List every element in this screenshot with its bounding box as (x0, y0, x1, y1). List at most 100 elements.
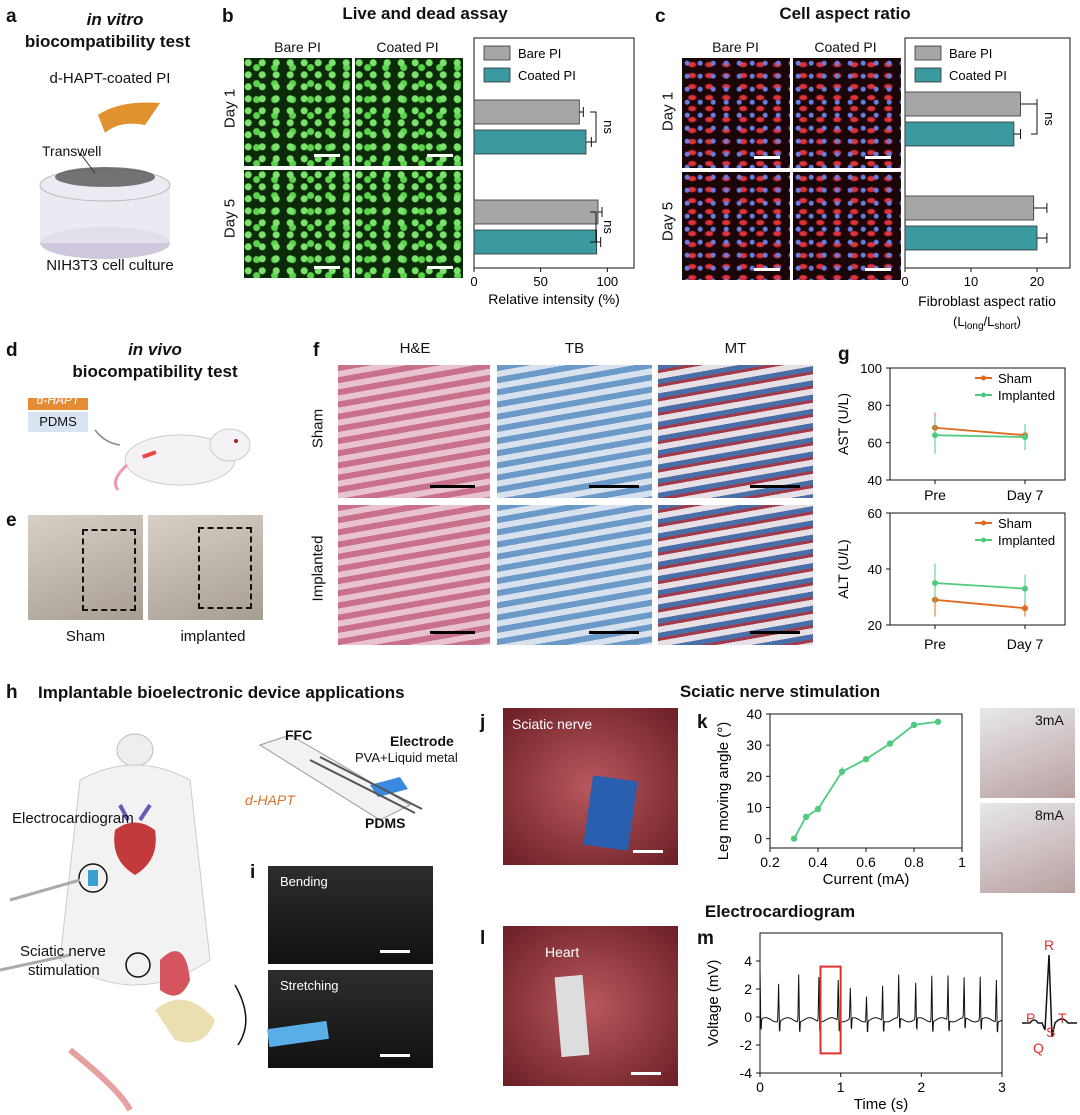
c-col-bare: Bare PI (683, 39, 788, 55)
e-photo-implanted (148, 515, 263, 620)
y-axis-label: ALT (U/L) (835, 539, 851, 598)
panel-label-l: l (480, 928, 485, 950)
y-axis-label: Voltage (mV) (705, 960, 722, 1047)
x-tick-label: 1 (837, 1079, 845, 1095)
plot-frame (890, 513, 1065, 625)
panel-h-title: Implantable bioelectronic device applica… (38, 683, 405, 703)
panel-d-title: biocompatibility test (50, 362, 260, 382)
panel-label-j: j (480, 712, 485, 734)
panel-label-b: b (222, 6, 234, 28)
y-tick-label: 20 (746, 768, 762, 784)
panel-label-e: e (6, 510, 17, 532)
x-tick-label: Pre (924, 636, 946, 652)
x-tick-label: 3 (998, 1079, 1006, 1095)
panel-label-f: f (313, 340, 319, 362)
transwell-label: Transwell (42, 143, 101, 159)
data-point-implanted (1022, 434, 1028, 440)
x-tick-label: 100 (596, 274, 618, 289)
rat-device-illustration (10, 730, 270, 1110)
legend-marker-1 (981, 538, 986, 543)
bar-day5-1 (474, 230, 597, 254)
l-annotation: Heart (545, 944, 579, 960)
c-image-bare-day1 (682, 58, 790, 168)
data-point-implanted (932, 432, 938, 438)
f-image-mt-sham (658, 365, 813, 498)
e-caption-implanted: implanted (148, 628, 278, 645)
h-pdms-label: PDMS (365, 815, 405, 831)
data-point (839, 768, 845, 774)
y-tick-label: 0 (754, 831, 762, 847)
series-line-sham (935, 428, 1025, 435)
bar-day1-1 (474, 130, 586, 154)
b-col-bare: Bare PI (245, 39, 350, 55)
panel-a-title-italic: in vitro (20, 10, 210, 30)
panel-c-title: Cell aspect ratio (720, 4, 970, 24)
f-col-he: H&E (340, 340, 490, 357)
plot-frame (770, 714, 962, 848)
bar-day1-0 (905, 92, 1021, 116)
panel-label-i: i (250, 862, 255, 884)
y-tick-label: 60 (868, 506, 882, 521)
bar-day5-0 (905, 196, 1034, 220)
x-tick-label: 2 (917, 1079, 925, 1095)
x-tick-label: 0 (756, 1079, 764, 1095)
x-tick-label: 0 (470, 274, 477, 289)
ecg-label-q: Q (1033, 1040, 1044, 1056)
legend-label-0: Sham (998, 371, 1032, 386)
legend-label-1: Implanted (998, 533, 1055, 548)
x-tick-label: 50 (533, 274, 547, 289)
x-tick-label: 0.2 (760, 854, 780, 870)
f-col-tb: TB (497, 340, 652, 357)
legend-label-1: Coated PI (949, 68, 1007, 83)
chart-c: Bare PICoated PIns0 10 20Fibroblast aspect… (905, 36, 1075, 331)
chart-m: 0 1 2 3 -4 -2 0 2 4 Time (s) Voltage (mV) (700, 925, 1020, 1115)
f-image-he-sham (338, 365, 490, 498)
x-tick-label: 10 (964, 274, 978, 289)
c-image-coated-day1 (793, 58, 901, 168)
x-tick-label: 0.8 (904, 854, 924, 870)
data-point (791, 835, 797, 841)
data-point (803, 814, 809, 820)
legend-swatch-0 (915, 46, 941, 60)
f-image-tb-sham (497, 365, 652, 498)
y-tick-label: -4 (740, 1065, 753, 1081)
h-ffc-label: FFC (285, 727, 312, 743)
legend-marker-0 (981, 521, 986, 526)
b-col-coated: Coated PI (355, 39, 460, 55)
legend-label-0: Bare PI (949, 46, 992, 61)
ecg-label-s: S (1046, 1024, 1055, 1040)
i-stretching-label: Stretching (280, 978, 339, 993)
y-tick-label: 10 (746, 799, 762, 815)
sig-bracket (1031, 104, 1037, 134)
data-point-implanted (1022, 586, 1028, 592)
l-photo (503, 926, 678, 1086)
x-axis-label: Relative intensity (%) (488, 291, 620, 307)
x-axis-label: Time (s) (854, 1096, 908, 1113)
c-image-coated-day5 (793, 172, 901, 280)
b-row-day1: Day 1 (222, 79, 239, 139)
data-point (863, 756, 869, 762)
f-image-mt-implanted (658, 505, 813, 645)
y-tick-label: 0 (744, 1009, 752, 1025)
x-tick-label: Pre (924, 487, 946, 503)
data-point-implanted (932, 580, 938, 586)
y-tick-label: 40 (746, 706, 762, 722)
legend-label-0: Bare PI (518, 46, 561, 61)
h-electrode-sub: PVA+Liquid metal (355, 750, 458, 765)
b-image-coated-day5 (355, 170, 463, 278)
legend-label-0: Sham (998, 516, 1032, 531)
film-label: d-HAPT-coated PI (10, 70, 210, 87)
ecg-trace (760, 968, 1002, 1032)
sig-label: ns (601, 220, 616, 234)
x-tick-label: Day 7 (1007, 487, 1044, 503)
panel-d-title-italic: in vivo (60, 340, 250, 360)
x-tick-label: 0.4 (808, 854, 828, 870)
y-tick-label: 60 (868, 436, 882, 451)
legend-swatch-1 (484, 68, 510, 82)
panel-label-a: a (6, 6, 17, 28)
series-line-sham (935, 600, 1025, 608)
bar-day5-0 (474, 200, 598, 224)
k-label-3ma: 3mA (1035, 712, 1064, 728)
x-axis-label-formula: (Llong/Lshort) (953, 314, 1021, 332)
h-sciatic-label-1: Sciatic nerve (20, 943, 106, 960)
